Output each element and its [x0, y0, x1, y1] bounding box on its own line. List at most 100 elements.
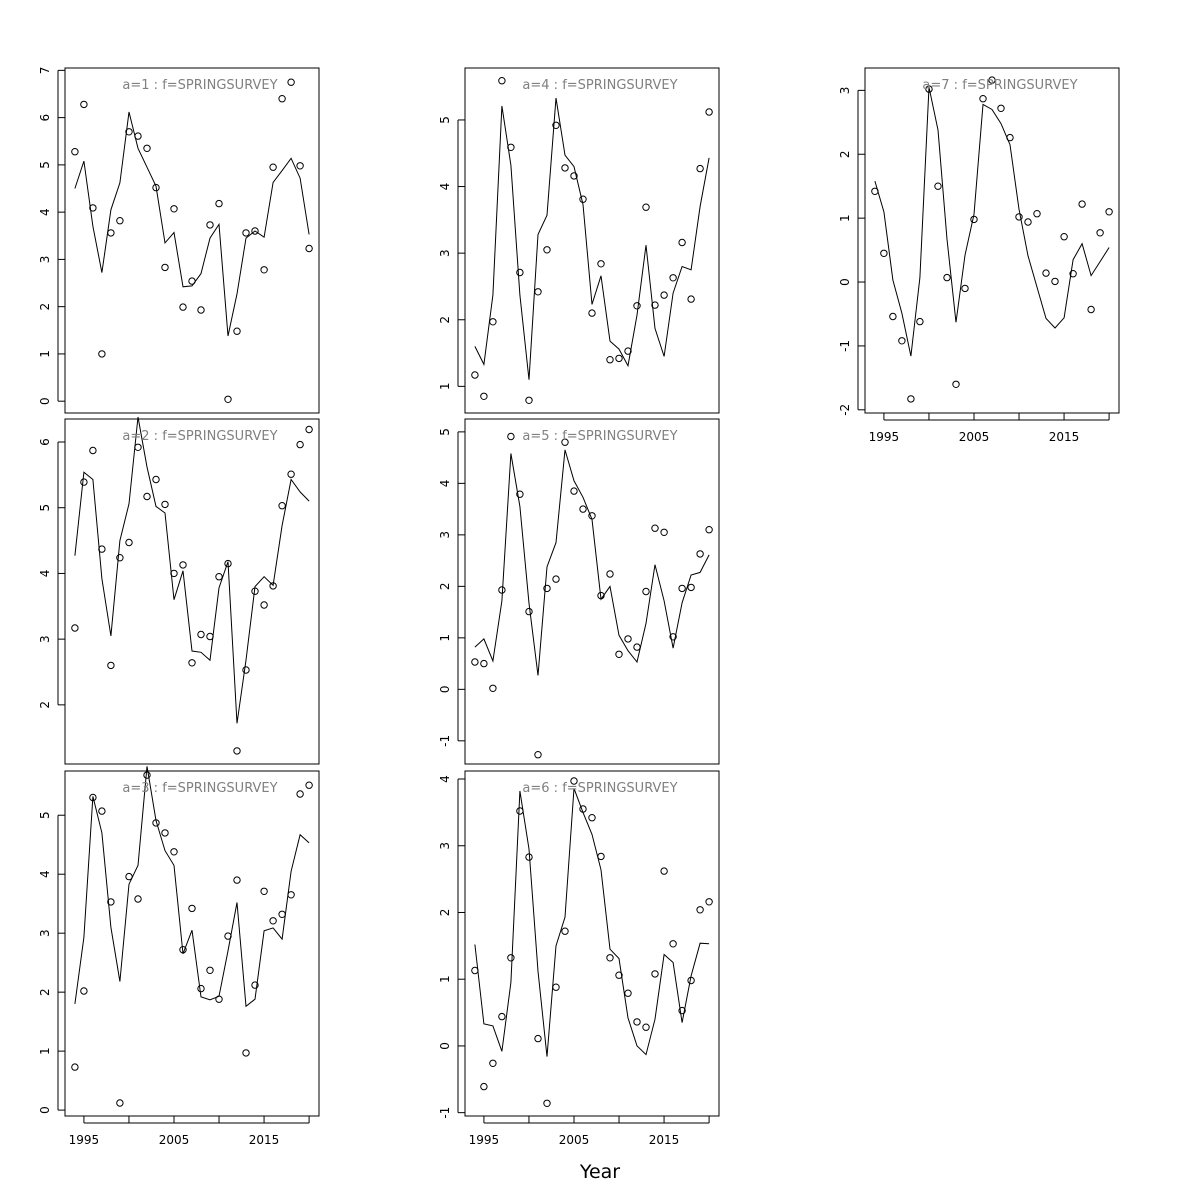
x-tick-label: 2015	[1049, 430, 1080, 444]
x-tick-label: 2015	[249, 1133, 280, 1147]
observed-point	[296, 440, 304, 449]
observed-point	[161, 263, 169, 272]
panel-title: a=6 : f=SPRINGSURVEY	[522, 781, 677, 796]
observed-point	[588, 814, 596, 822]
x-tick-label: 2015	[649, 1133, 680, 1147]
observed-point	[188, 904, 196, 913]
observed-point	[597, 260, 605, 268]
y-tick-label: 3	[38, 635, 52, 643]
observed-point	[143, 492, 151, 501]
observed-point	[80, 100, 88, 109]
y-tick-label: 1	[38, 1047, 52, 1055]
observed-point	[1042, 269, 1050, 277]
observed-point	[188, 659, 196, 667]
observed-point	[970, 215, 978, 224]
observed-point	[107, 898, 115, 906]
observed-point	[296, 162, 304, 170]
observed-point	[507, 954, 515, 962]
observed-point	[179, 561, 187, 569]
panel-title: a=7 : f=SPRINGSURVEY	[922, 78, 1077, 93]
observed-point	[597, 852, 605, 861]
observed-point	[943, 273, 951, 282]
observed-point	[170, 205, 178, 213]
observed-point	[534, 751, 542, 759]
y-tick-label: 2	[38, 303, 52, 311]
observed-point	[916, 317, 924, 326]
y-tick-label: 2	[438, 316, 452, 324]
observed-point	[669, 940, 677, 948]
y-tick-label: -1	[838, 340, 852, 352]
observed-point	[579, 505, 587, 513]
observed-point	[678, 1006, 686, 1015]
observed-point	[624, 635, 632, 643]
observed-point	[296, 790, 304, 798]
observed-point	[80, 478, 88, 486]
observed-point	[669, 274, 677, 282]
observed-point	[615, 354, 623, 363]
observed-point	[134, 895, 142, 903]
y-tick-label: 0	[838, 278, 852, 286]
observed-point	[1105, 208, 1113, 216]
y-tick-label: -2	[838, 404, 852, 416]
observed-point	[71, 1063, 79, 1071]
observed-point	[561, 438, 569, 446]
observed-point	[1015, 213, 1023, 221]
y-tick-label: 4	[38, 570, 52, 578]
x-tick-label: 2005	[159, 1133, 190, 1147]
observed-point	[570, 487, 578, 495]
observed-point	[1060, 233, 1068, 241]
observed-point	[696, 164, 704, 173]
observed-point	[633, 643, 641, 651]
observed-point	[651, 970, 659, 978]
observed-point	[242, 666, 250, 674]
observed-point	[624, 989, 632, 997]
observed-point	[471, 371, 479, 379]
observed-point	[624, 347, 632, 355]
y-tick-label: 5	[38, 504, 52, 512]
panel-title: a=4 : f=SPRINGSURVEY	[522, 78, 677, 93]
observed-point	[71, 148, 79, 156]
observed-point	[278, 502, 286, 510]
observed-point	[224, 395, 232, 403]
observed-point	[498, 1012, 506, 1021]
observed-point	[678, 238, 686, 247]
observed-point	[471, 658, 479, 666]
observed-point	[107, 661, 115, 670]
observed-point	[543, 246, 551, 254]
x-tick-label: 2005	[959, 430, 990, 444]
observed-point	[615, 971, 623, 979]
panels-group: 0 1 2 3 4 5 6 7 a=1 : f=SPRINGSURVEY 2 3 4 5 6 a=2 : f…	[38, 67, 1120, 1147]
y-tick-label: 3	[38, 256, 52, 264]
y-tick-label: 6	[38, 438, 52, 446]
observed-point	[651, 301, 659, 309]
observed-point	[89, 204, 97, 212]
observed-point	[1069, 270, 1077, 278]
y-tick-label: 0	[438, 686, 452, 694]
observed-point	[215, 573, 223, 581]
observed-point	[287, 78, 295, 86]
observed-point	[251, 227, 259, 235]
y-tick-label: 3	[838, 87, 852, 95]
observed-point	[107, 229, 115, 237]
observed-point	[552, 121, 560, 130]
observed-point	[570, 777, 578, 785]
panel-title: a=1 : f=SPRINGSURVEY	[122, 78, 277, 93]
observed-point	[660, 867, 668, 875]
observed-point	[134, 443, 142, 451]
panel-frame	[64, 770, 320, 1117]
observed-point	[305, 244, 313, 253]
panel-3: 0 1 2 3 4 5 1995 2005 2015 a=3 : f=SPRINGSURVEY	[38, 766, 320, 1147]
panel-title: a=3 : f=SPRINGSURVEY	[122, 781, 277, 796]
x-tick-label: 1995	[469, 1133, 500, 1147]
observed-point	[907, 395, 915, 403]
observed-point	[642, 1023, 650, 1031]
observed-point	[606, 356, 614, 364]
observed-point	[633, 1018, 641, 1026]
observed-point	[534, 288, 542, 296]
observed-point	[552, 575, 560, 583]
panel-frame	[464, 770, 720, 1117]
observed-point	[705, 108, 713, 116]
y-tick-label: 4	[38, 208, 52, 216]
y-tick-label: 2	[438, 909, 452, 917]
